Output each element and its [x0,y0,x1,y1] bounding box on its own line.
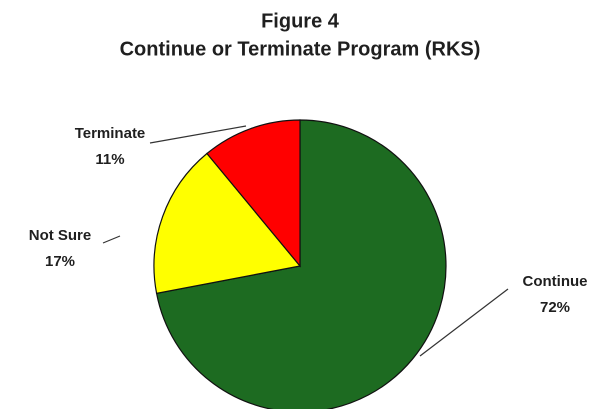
pie-slice [206,119,301,268]
chart-title: Figure 4 [261,10,340,32]
leader-line [149,125,247,144]
slice-label: Not Sure [29,227,92,244]
pie-slice [153,152,302,295]
pie-slice [155,119,447,409]
leader-line [419,288,509,357]
slice-label: Terminate [75,125,146,142]
slice-value-label: 11% [95,151,124,168]
slice-value-label: 17% [45,253,75,270]
chart-subtitle: Continue or Terminate Program (RKS) [120,38,481,60]
leader-line [102,235,121,244]
slice-label: Continue [523,273,588,290]
slice-value-label: 72% [540,299,570,316]
